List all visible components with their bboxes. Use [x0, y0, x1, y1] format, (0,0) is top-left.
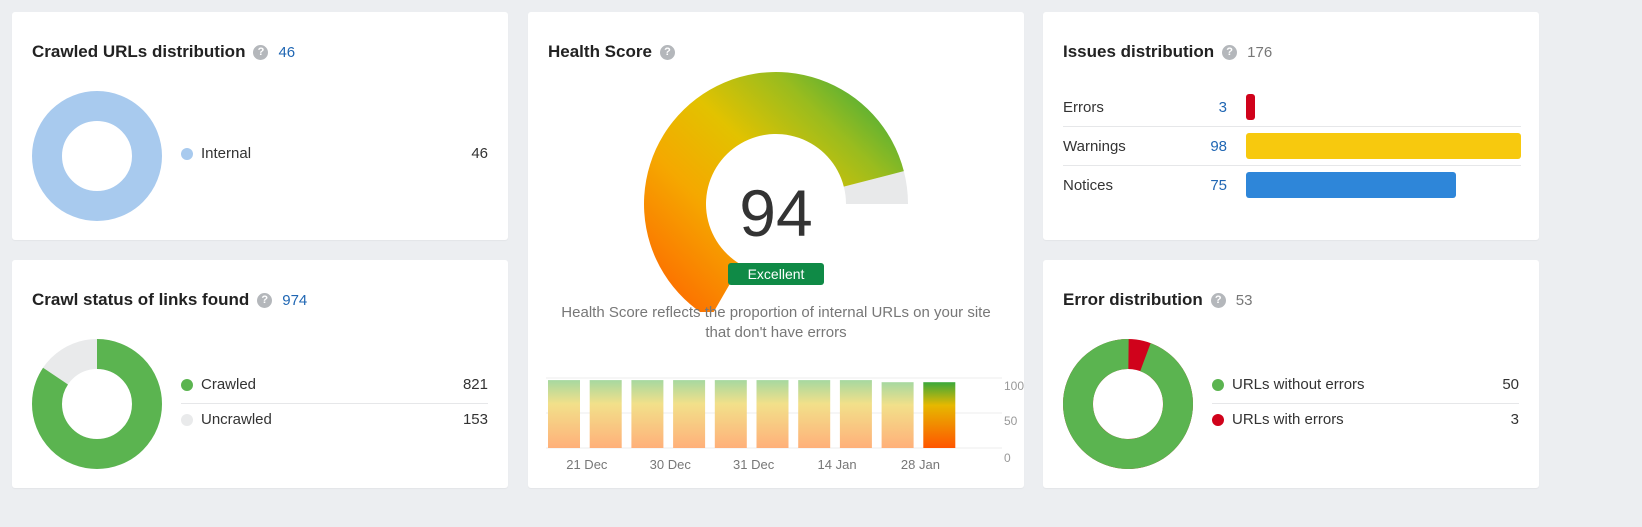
- error-distribution-title: Error distribution ? 53: [1063, 290, 1253, 309]
- legend-dot: [181, 147, 193, 160]
- error-distribution-card: Error distribution ? 53 URLs without err…: [1043, 260, 1539, 488]
- issues-distribution-card: Issues distribution ? 176 Errors 3 Warni…: [1043, 12, 1539, 240]
- issue-row-warnings[interactable]: Warnings 98: [1063, 127, 1521, 165]
- legend-dot: [1212, 378, 1224, 391]
- legend-item-internal[interactable]: Internal 46: [181, 145, 488, 162]
- history-bar: [839, 380, 872, 448]
- divider: [1212, 403, 1519, 404]
- crawled-urls-donut: [32, 91, 162, 221]
- legend-dot: [1212, 413, 1224, 426]
- gauge-fill: [644, 72, 904, 312]
- history-bar: [631, 380, 664, 448]
- x-tick-label: 28 Jan: [901, 457, 940, 472]
- issue-value[interactable]: 3: [1218, 98, 1227, 116]
- y-tick-label: 100: [1004, 379, 1024, 393]
- help-icon[interactable]: ?: [1222, 44, 1238, 60]
- legend-value: 821: [462, 376, 488, 393]
- divider: [181, 403, 488, 404]
- history-bar: [673, 380, 706, 448]
- help-icon[interactable]: ?: [257, 292, 273, 308]
- issue-bar-track: [1246, 172, 1521, 198]
- issues-distribution-title: Issues distribution ? 176: [1063, 42, 1273, 61]
- help-icon[interactable]: ?: [1210, 292, 1226, 308]
- history-bar: [881, 382, 914, 448]
- history-bar: [756, 380, 789, 448]
- help-icon[interactable]: ?: [659, 44, 675, 60]
- issue-value[interactable]: 98: [1210, 137, 1227, 155]
- health-score-card: Health Score ? 94 Excellent Health Score…: [528, 12, 1024, 488]
- x-tick-label: 21 Dec: [566, 457, 608, 472]
- legend-item-crawled[interactable]: Crawled 821: [181, 376, 488, 393]
- issue-bar-warnings: [1246, 133, 1521, 159]
- donut-segment-crawled: [32, 339, 162, 469]
- crawl-status-count[interactable]: 974: [282, 291, 308, 309]
- crawl-status-donut: [32, 339, 162, 469]
- x-tick-label: 31 Dec: [733, 457, 775, 472]
- issue-bar-errors: [1246, 94, 1255, 120]
- health-score-history-chart: 100 50 0 21 Dec 30 Dec 31 Dec 14 Jan 28 Jan: [546, 377, 1024, 472]
- legend-item-urls-with-errors[interactable]: URLs with errors 3: [1212, 411, 1519, 428]
- issue-bar-notices: [1246, 172, 1457, 198]
- legend-dot: [181, 378, 193, 391]
- issue-row-notices[interactable]: Notices 75: [1063, 166, 1521, 204]
- crawled-urls-count[interactable]: 46: [278, 43, 296, 61]
- divider: [1063, 165, 1521, 166]
- error-distribution-count: 53: [1235, 291, 1253, 309]
- crawl-status-card: Crawl status of links found ? 974 Crawle…: [12, 260, 508, 488]
- gauge-track: [843, 171, 908, 204]
- issue-row-errors[interactable]: Errors 3: [1063, 88, 1521, 126]
- legend-value: 50: [1502, 376, 1519, 393]
- x-tick-label: 14 Jan: [818, 457, 857, 472]
- issues-count: 176: [1247, 43, 1273, 61]
- issue-value[interactable]: 75: [1210, 176, 1227, 194]
- history-bar: [714, 380, 747, 448]
- y-tick-label: 50: [1004, 414, 1018, 428]
- crawled-urls-title: Crawled URLs distribution ? 46: [32, 42, 296, 61]
- crawl-status-title: Crawl status of links found ? 974: [32, 290, 308, 309]
- issue-bar-track: [1246, 94, 1521, 120]
- error-distribution-donut: [1063, 339, 1193, 469]
- health-score-description: Health Score reflects the proportion of …: [561, 304, 991, 341]
- issue-bar-track: [1246, 133, 1521, 159]
- health-score-title: Health Score ?: [548, 42, 675, 62]
- legend-value: 46: [471, 145, 488, 162]
- legend-item-uncrawled[interactable]: Uncrawled 153: [181, 411, 488, 428]
- history-bar: [589, 380, 622, 448]
- history-bar: [548, 380, 580, 448]
- history-bar: [923, 382, 956, 448]
- health-score-gauge: [644, 72, 908, 312]
- x-tick-label: 30 Dec: [650, 457, 692, 472]
- crawled-urls-card: Crawled URLs distribution ? 46 Internal …: [12, 12, 508, 240]
- history-bar: [798, 380, 831, 448]
- donut-segment-without-errors: [1063, 339, 1193, 469]
- help-icon[interactable]: ?: [253, 44, 269, 60]
- legend-value: 3: [1510, 411, 1519, 428]
- divider: [1063, 126, 1521, 127]
- health-score-rating-badge: Excellent: [728, 263, 824, 285]
- y-tick-label: 0: [1004, 451, 1011, 465]
- legend-item-urls-without-errors[interactable]: URLs without errors 50: [1212, 376, 1519, 393]
- donut-segment-internal: [32, 91, 162, 221]
- legend-value: 153: [462, 411, 488, 428]
- legend-dot: [181, 413, 193, 426]
- health-score-value: 94: [739, 176, 813, 250]
